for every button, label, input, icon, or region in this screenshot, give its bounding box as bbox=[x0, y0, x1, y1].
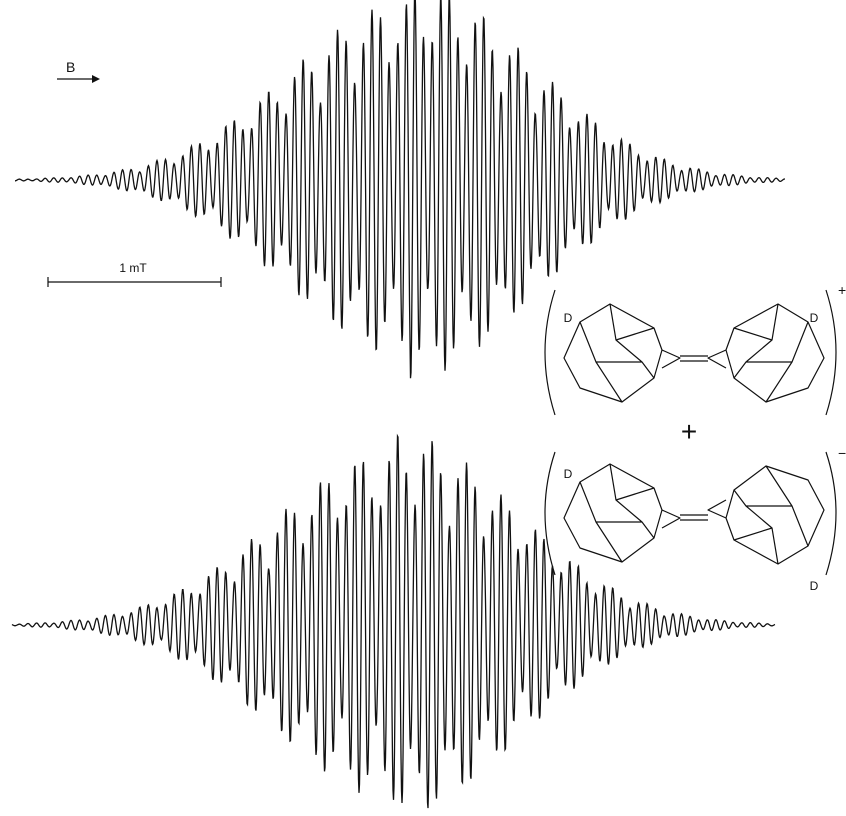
atom-label: D bbox=[810, 311, 819, 325]
atom-label: D bbox=[564, 467, 573, 481]
field-arrow bbox=[57, 75, 100, 83]
figure: B 1 mT D D + + D D − bbox=[0, 0, 846, 811]
double-bond bbox=[680, 356, 708, 361]
charge: − bbox=[838, 445, 846, 461]
atom-label: D bbox=[564, 311, 573, 325]
spectrum-trace bbox=[15, 0, 785, 378]
field-label: B bbox=[66, 59, 75, 75]
scale-label: 1 mT bbox=[119, 261, 147, 275]
bracket-left bbox=[545, 452, 555, 575]
bracket-right bbox=[826, 452, 836, 575]
cage bbox=[708, 304, 824, 402]
charge: + bbox=[838, 282, 846, 298]
atom-label: D bbox=[810, 579, 819, 593]
bracket-left bbox=[545, 290, 555, 415]
double-bond bbox=[680, 515, 708, 520]
spectrum-trace bbox=[12, 436, 775, 808]
cage bbox=[708, 466, 824, 564]
bracket-right bbox=[826, 290, 836, 415]
structure-bottom: D D − bbox=[545, 445, 846, 593]
spectra bbox=[12, 0, 785, 808]
structure-top: D D + bbox=[545, 282, 846, 415]
page: { "field_arrow": {"label": "B"}, "scale_… bbox=[0, 0, 846, 811]
cage bbox=[564, 464, 680, 562]
scale-bar bbox=[48, 277, 221, 287]
operator: + bbox=[681, 416, 697, 447]
cage bbox=[564, 304, 680, 402]
